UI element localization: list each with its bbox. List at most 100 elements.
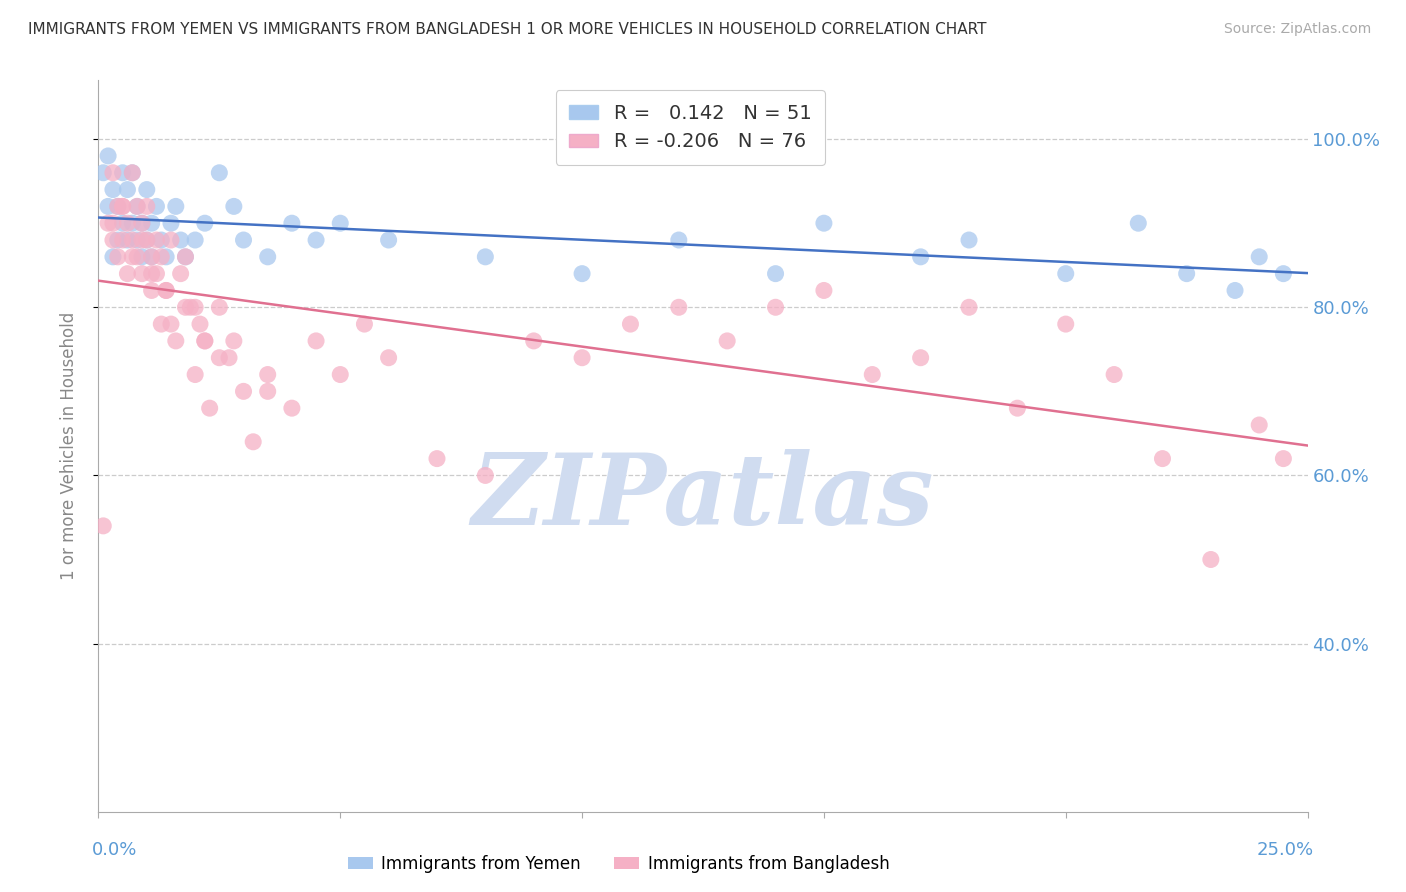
- Point: [111, 199, 134, 213]
- Point: [668, 300, 690, 314]
- Point: [910, 250, 932, 264]
- Point: [1128, 216, 1150, 230]
- Point: [97, 216, 120, 230]
- Point: [716, 334, 738, 348]
- Point: [184, 300, 207, 314]
- Point: [97, 149, 120, 163]
- Point: [91, 519, 114, 533]
- Point: [141, 250, 163, 264]
- Point: [131, 233, 153, 247]
- Text: Source: ZipAtlas.com: Source: ZipAtlas.com: [1223, 22, 1371, 37]
- Point: [135, 233, 157, 247]
- Point: [474, 250, 496, 264]
- Point: [222, 334, 245, 348]
- Point: [174, 300, 197, 314]
- Point: [111, 233, 134, 247]
- Point: [232, 384, 254, 399]
- Point: [145, 267, 167, 281]
- Point: [256, 368, 278, 382]
- Point: [1199, 552, 1222, 566]
- Point: [160, 317, 183, 331]
- Point: [1007, 401, 1029, 416]
- Point: [145, 233, 167, 247]
- Point: [208, 300, 231, 314]
- Point: [150, 250, 173, 264]
- Point: [765, 267, 787, 281]
- Point: [1249, 250, 1271, 264]
- Point: [174, 250, 197, 264]
- Point: [135, 199, 157, 213]
- Point: [127, 199, 149, 213]
- Point: [194, 334, 217, 348]
- Point: [131, 216, 153, 230]
- Point: [107, 233, 129, 247]
- Point: [111, 216, 134, 230]
- Point: [1175, 267, 1198, 281]
- Point: [107, 199, 129, 213]
- Point: [813, 216, 835, 230]
- Point: [198, 401, 221, 416]
- Point: [179, 300, 201, 314]
- Point: [91, 166, 114, 180]
- Point: [668, 233, 690, 247]
- Point: [281, 216, 304, 230]
- Point: [910, 351, 932, 365]
- Point: [101, 233, 124, 247]
- Point: [619, 317, 641, 331]
- Point: [131, 267, 153, 281]
- Point: [111, 199, 134, 213]
- Text: ZIPatlas: ZIPatlas: [472, 449, 934, 545]
- Point: [121, 166, 143, 180]
- Point: [232, 233, 254, 247]
- Point: [121, 250, 143, 264]
- Point: [256, 384, 278, 399]
- Point: [127, 199, 149, 213]
- Point: [194, 216, 217, 230]
- Point: [813, 284, 835, 298]
- Point: [165, 199, 187, 213]
- Point: [150, 317, 173, 331]
- Point: [860, 368, 883, 382]
- Point: [1223, 284, 1246, 298]
- Point: [188, 317, 211, 331]
- Point: [184, 368, 207, 382]
- Point: [107, 199, 129, 213]
- Point: [184, 233, 207, 247]
- Point: [242, 434, 264, 449]
- Text: 25.0%: 25.0%: [1257, 841, 1313, 859]
- Point: [353, 317, 375, 331]
- Point: [169, 267, 191, 281]
- Point: [117, 233, 139, 247]
- Point: [169, 233, 191, 247]
- Point: [329, 368, 352, 382]
- Point: [1249, 417, 1271, 432]
- Point: [305, 334, 328, 348]
- Point: [155, 284, 177, 298]
- Legend: R =   0.142   N = 51, R = -0.206   N = 76: R = 0.142 N = 51, R = -0.206 N = 76: [555, 90, 825, 165]
- Point: [1054, 267, 1077, 281]
- Point: [222, 199, 245, 213]
- Point: [194, 334, 217, 348]
- Point: [160, 216, 183, 230]
- Point: [523, 334, 546, 348]
- Point: [131, 216, 153, 230]
- Point: [571, 351, 593, 365]
- Point: [135, 233, 157, 247]
- Point: [218, 351, 240, 365]
- Point: [305, 233, 328, 247]
- Point: [1272, 451, 1295, 466]
- Legend: Immigrants from Yemen, Immigrants from Bangladesh: Immigrants from Yemen, Immigrants from B…: [342, 848, 896, 880]
- Point: [571, 267, 593, 281]
- Y-axis label: 1 or more Vehicles in Household: 1 or more Vehicles in Household: [59, 312, 77, 580]
- Point: [155, 284, 177, 298]
- Point: [165, 334, 187, 348]
- Point: [426, 451, 449, 466]
- Point: [957, 233, 980, 247]
- Point: [281, 401, 304, 416]
- Point: [135, 183, 157, 197]
- Point: [377, 233, 399, 247]
- Point: [101, 216, 124, 230]
- Point: [141, 267, 163, 281]
- Point: [127, 250, 149, 264]
- Point: [111, 166, 134, 180]
